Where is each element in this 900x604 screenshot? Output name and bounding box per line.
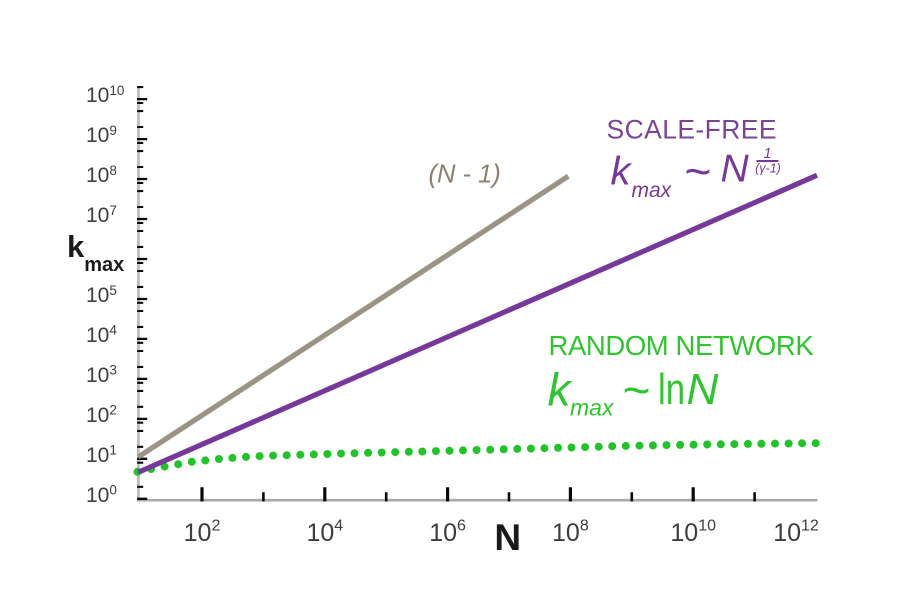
svg-text:SCALE-FREE: SCALE-FREE <box>607 115 777 145</box>
svg-text:N: N <box>494 517 521 558</box>
svg-text:N: N <box>721 148 750 191</box>
svg-text:N: N <box>687 365 719 414</box>
svg-text:(N - 1): (N - 1) <box>429 161 501 189</box>
svg-text:1: 1 <box>763 146 771 162</box>
svg-text:~: ~ <box>623 365 651 418</box>
svg-text:max: max <box>632 179 673 202</box>
svg-text:k: k <box>548 364 573 416</box>
svg-text:(γ-1): (γ-1) <box>755 162 781 176</box>
svg-text:k: k <box>611 150 633 194</box>
svg-text:max: max <box>570 395 615 421</box>
svg-text:RANDOM NETWORK: RANDOM NETWORK <box>549 330 815 361</box>
svg-text:~: ~ <box>685 145 712 197</box>
svg-text:ln: ln <box>658 365 685 414</box>
